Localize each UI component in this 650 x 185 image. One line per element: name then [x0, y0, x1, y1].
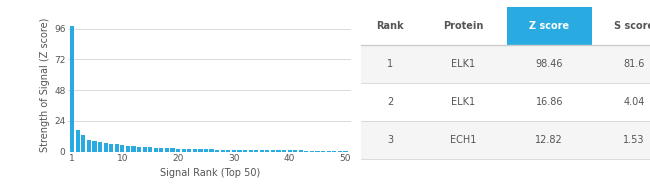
Text: Z score: Z score: [529, 21, 569, 31]
X-axis label: Signal Rank (Top 50): Signal Rank (Top 50): [159, 168, 260, 178]
Bar: [170, 148, 175, 152]
Bar: [114, 144, 119, 152]
Bar: [165, 148, 169, 152]
Bar: [310, 151, 314, 152]
Bar: [148, 147, 152, 152]
Bar: [81, 135, 85, 152]
Bar: [209, 149, 214, 152]
Bar: [126, 146, 130, 152]
Bar: [137, 147, 141, 152]
Bar: [232, 150, 236, 152]
Bar: [338, 151, 342, 152]
Bar: [159, 148, 164, 152]
Bar: [220, 150, 225, 152]
Bar: [326, 151, 331, 152]
Bar: [142, 147, 147, 152]
Bar: [98, 142, 102, 152]
Bar: [198, 149, 203, 152]
Text: Protein: Protein: [443, 21, 484, 31]
Bar: [176, 149, 180, 152]
Text: 81.6: 81.6: [623, 59, 644, 69]
Bar: [260, 150, 264, 152]
Text: 98.46: 98.46: [536, 59, 563, 69]
Bar: [204, 149, 208, 152]
Text: ECH1: ECH1: [450, 135, 476, 145]
Bar: [153, 148, 158, 152]
Text: 16.86: 16.86: [536, 97, 563, 107]
Bar: [343, 151, 348, 152]
Bar: [187, 149, 191, 152]
Text: ELK1: ELK1: [451, 59, 475, 69]
Bar: [181, 149, 186, 152]
Text: 3: 3: [387, 135, 393, 145]
Bar: [109, 144, 113, 152]
Bar: [321, 151, 325, 152]
Bar: [332, 151, 336, 152]
Text: ELK1: ELK1: [451, 97, 475, 107]
Bar: [254, 150, 258, 152]
Bar: [70, 26, 74, 152]
Bar: [315, 151, 320, 152]
Text: 4.04: 4.04: [623, 97, 644, 107]
Bar: [92, 141, 97, 152]
Bar: [131, 146, 136, 152]
Bar: [193, 149, 197, 152]
Y-axis label: Strength of Signal (Z score): Strength of Signal (Z score): [40, 18, 50, 152]
Bar: [276, 150, 281, 152]
Text: Rank: Rank: [376, 21, 404, 31]
Bar: [120, 145, 124, 152]
Bar: [304, 151, 309, 152]
Bar: [248, 150, 253, 152]
Bar: [226, 150, 230, 152]
Bar: [293, 150, 297, 152]
Bar: [237, 150, 242, 152]
Bar: [287, 150, 292, 152]
Bar: [103, 143, 108, 152]
Bar: [282, 150, 286, 152]
Bar: [299, 150, 303, 152]
Bar: [243, 150, 247, 152]
Bar: [265, 150, 270, 152]
Text: 2: 2: [387, 97, 393, 107]
Bar: [87, 139, 91, 152]
Bar: [271, 150, 275, 152]
Text: 1: 1: [387, 59, 393, 69]
Bar: [215, 149, 219, 152]
Text: 12.82: 12.82: [536, 135, 563, 145]
Text: 1.53: 1.53: [623, 135, 645, 145]
Text: S score: S score: [614, 21, 650, 31]
Bar: [75, 130, 80, 152]
